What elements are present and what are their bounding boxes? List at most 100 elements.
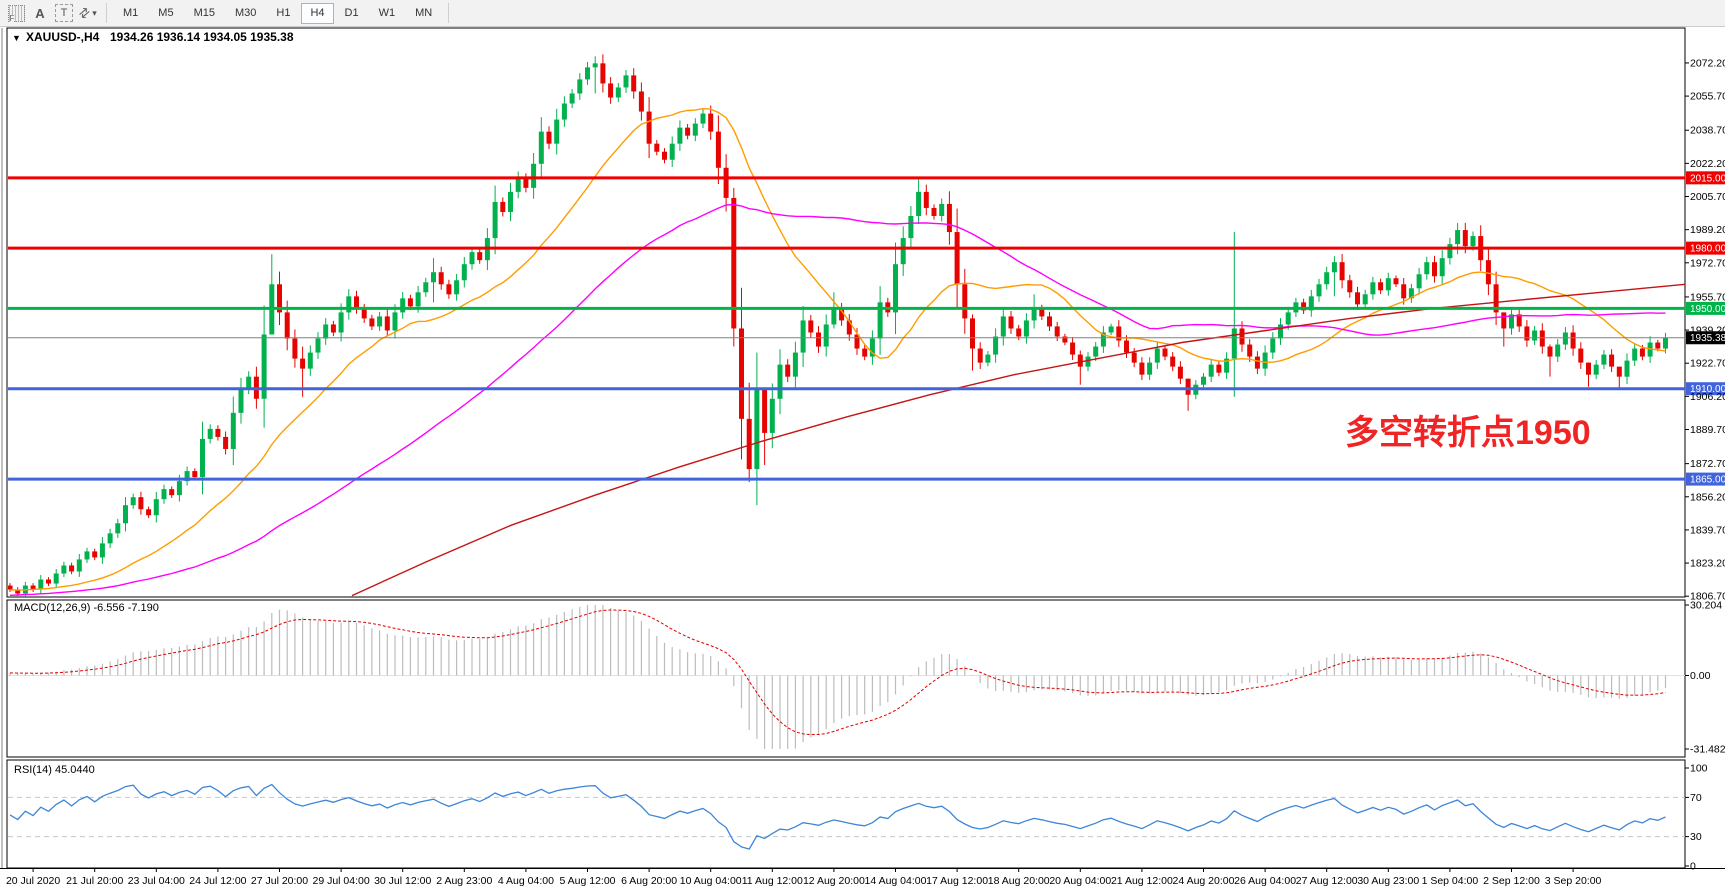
time-label: 2 Aug 23:00 (436, 875, 492, 887)
hline-badge-1950.00 (1686, 301, 1725, 315)
time-label: 1 Sep 04:00 (1422, 875, 1479, 887)
tf-button-m5[interactable]: M5 (149, 3, 182, 24)
time-label: 3 Sep 20:00 (1545, 875, 1602, 887)
time-label: 17 Aug 12:00 (926, 875, 988, 887)
time-label: 6 Aug 20:00 (621, 875, 677, 887)
rsi-indicator-label: RSI(14) 45.0440 (14, 764, 95, 776)
price-tick-label: 1989.20 (1690, 224, 1725, 236)
panel-border-0 (6, 27, 1686, 598)
macd-indicator-label: MACD(12,26,9) -6.556 -7.190 (14, 602, 159, 614)
candles-layer (8, 54, 1668, 597)
tf-button-w1[interactable]: W1 (370, 3, 405, 24)
hline-badge-1910.00 (1686, 382, 1725, 396)
current-price-text: 1935.38 (1690, 333, 1725, 344)
time-label: 27 Jul 20:00 (251, 875, 308, 887)
crosshair-arrows-icon[interactable]: ⇄ ▾ (75, 3, 97, 22)
tf-button-d1[interactable]: D1 (336, 3, 368, 24)
drag-grip-icon[interactable]: F (4, 2, 28, 24)
rsi-line (9, 783, 1666, 850)
tf-button-h4[interactable]: H4 (301, 2, 334, 24)
price-tick-label: 2055.70 (1690, 91, 1725, 103)
price-tick-label: 2005.70 (1690, 191, 1725, 203)
time-label: 11 Aug 12:00 (742, 875, 803, 887)
time-label: 20 Jul 2020 (6, 875, 60, 887)
macd-histogram (9, 605, 1667, 749)
dropdown-caret-icon[interactable]: ▾ (92, 7, 97, 18)
rsi-scale-label: 0 (1690, 861, 1696, 873)
price-tick-label: 2072.20 (1690, 57, 1725, 69)
price-tick-label: 1906.20 (1690, 391, 1725, 403)
macd-scale-label: 30.204 (1690, 600, 1722, 612)
macd-scale-label: -31.482 (1690, 744, 1725, 756)
toolbar-separator (106, 3, 107, 23)
rsi-scale-label: 70 (1690, 792, 1702, 804)
time-label: 23 Jul 04:00 (128, 875, 185, 887)
text-tool-icon[interactable]: T (52, 2, 76, 24)
current-price-badge (1686, 331, 1725, 345)
letter-a-icon[interactable]: A (35, 5, 45, 21)
price-tick-label: 1839.70 (1690, 524, 1725, 536)
macd-panel (8, 605, 1685, 749)
time-label: 21 Jul 20:00 (66, 875, 123, 887)
chart-title-ohlc: 1934.26 1936.14 1934.05 1935.38 (110, 30, 294, 44)
hline-badge-2015.00 (1686, 171, 1725, 185)
time-label: 30 Aug 23:00 (1357, 875, 1419, 887)
timeframe-button-group: M1 M5 M15 M30 H1 H4 D1 W1 MN (113, 2, 442, 24)
tf-button-m30[interactable]: M30 (226, 3, 265, 24)
price-tick-label: 1939.20 (1690, 325, 1725, 337)
rsi-axis: 100 70 30 0 (1685, 763, 1708, 873)
hline-badge-text: 1950.00 (1690, 304, 1725, 315)
price-tick-label: 1972.70 (1690, 257, 1725, 269)
main-price-panel (8, 54, 1685, 597)
panel-border-1 (6, 599, 1686, 758)
time-label: 18 Aug 20:00 (988, 875, 1050, 887)
price-tick-label: 1889.70 (1690, 424, 1725, 436)
price-tick-label: 1955.70 (1690, 291, 1725, 303)
hline-badge-text: 1865.00 (1690, 475, 1725, 486)
time-label: 2 Sep 12:00 (1483, 875, 1540, 887)
time-label: 21 Aug 12:00 (1111, 875, 1173, 887)
time-label: 10 Aug 04:00 (680, 875, 742, 887)
time-label: 24 Jul 12:00 (189, 875, 246, 887)
time-label: 26 Aug 04:00 (1234, 875, 1296, 887)
ma-slow-line[interactable] (351, 283, 1685, 597)
hline-badge-text: 1980.00 (1690, 244, 1725, 255)
rsi-scale-label: 100 (1690, 763, 1708, 775)
time-label: 24 Aug 20:00 (1173, 875, 1235, 887)
price-tick-label: 1872.70 (1690, 458, 1725, 470)
price-tick-label: 2022.20 (1690, 158, 1725, 170)
tf-button-m1[interactable]: M1 (114, 3, 147, 24)
time-label: 14 Aug 04:00 (865, 875, 927, 887)
price-tick-label: 1922.70 (1690, 358, 1725, 370)
time-label: 30 Jul 12:00 (374, 875, 431, 887)
collapse-triangle-icon[interactable]: ▼ (12, 33, 21, 43)
rsi-panel (8, 783, 1685, 850)
time-label: 12 Aug 20:00 (803, 875, 865, 887)
chart-annotation-text[interactable]: 多空转折点1950 (1345, 414, 1591, 452)
price-tick-label: 1806.70 (1690, 591, 1725, 603)
tf-button-mn[interactable]: MN (406, 3, 441, 24)
hline-badge-1980.00 (1686, 241, 1725, 255)
time-label: 27 Aug 12:00 (1296, 875, 1358, 887)
panel-border-2 (6, 759, 1686, 869)
tf-button-h1[interactable]: H1 (267, 3, 299, 24)
macd-scale-label: 0.00 (1690, 670, 1711, 682)
hline-badge-1865.00 (1686, 472, 1725, 486)
time-label: 5 Aug 12:00 (559, 875, 615, 887)
time-label: 29 Jul 04:00 (312, 875, 369, 887)
chart-title-symbol: XAUUSD-,H4 (26, 30, 100, 44)
time-label: 20 Aug 04:00 (1049, 875, 1111, 887)
chart-area: 2015.00 1980.00 1950.00 1910.00 1865.00 1935.… (0, 27, 1725, 887)
price-tick-label: 1856.20 (1690, 491, 1725, 503)
price-axis: 2015.00 1980.00 1950.00 1910.00 1865.00 1935.… (1685, 57, 1725, 603)
toolbar-separator (448, 3, 450, 23)
hline-badge-text: 1910.00 (1690, 384, 1725, 395)
tf-button-m15[interactable]: M15 (185, 3, 224, 24)
rsi-scale-label: 30 (1690, 831, 1702, 843)
price-tick-label: 1823.20 (1690, 558, 1725, 570)
ma-mid-line[interactable] (9, 203, 1666, 596)
time-label: 4 Aug 04:00 (498, 875, 554, 887)
hline-badge-text: 2015.00 (1690, 173, 1725, 184)
time-axis: 20 Jul 2020 21 Jul 20:00 23 Jul 04:00 24 Ju… (6, 868, 1602, 887)
